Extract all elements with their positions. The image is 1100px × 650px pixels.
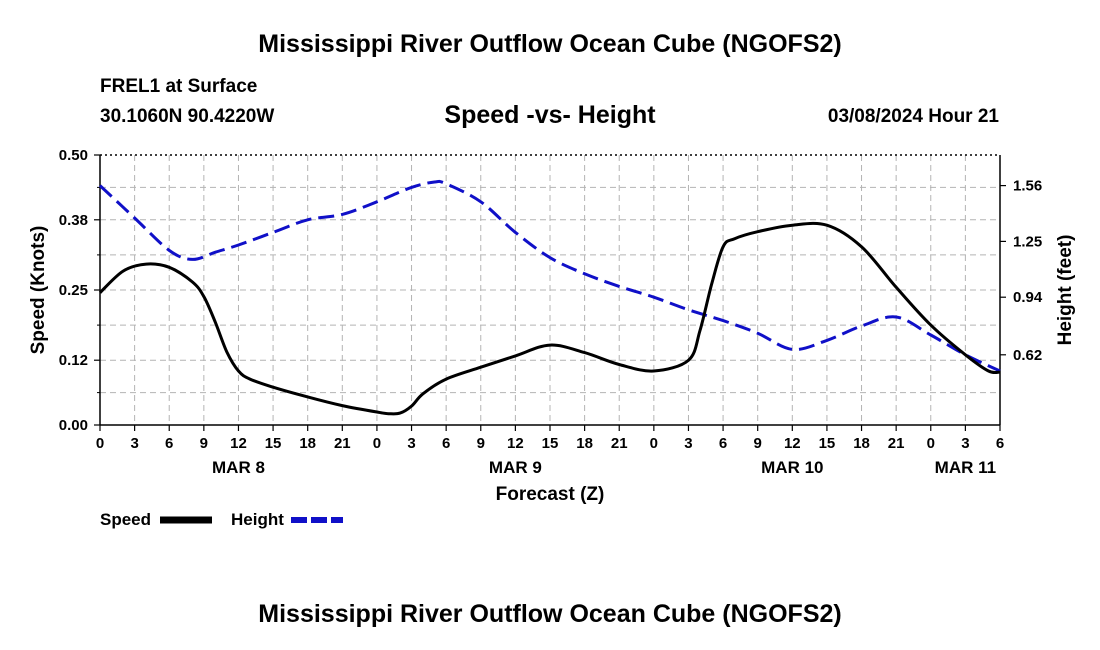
x-tick-label: 21 bbox=[888, 435, 905, 452]
x-tick-label: 18 bbox=[853, 435, 870, 452]
y-tick-label: 0.50 bbox=[59, 147, 88, 164]
series-line-height bbox=[98, 179, 1001, 373]
x-tick-label: 6 bbox=[442, 435, 450, 452]
date-label: MAR 10 bbox=[761, 458, 823, 477]
x-tick-label: 3 bbox=[130, 435, 138, 452]
x-tick-label: 9 bbox=[754, 435, 762, 452]
y2-axis-title: Height (feet) bbox=[1055, 235, 1076, 346]
x-tick-label: 9 bbox=[200, 435, 208, 452]
x-tick-label: 18 bbox=[576, 435, 593, 452]
y2-tick-label: 0.62 bbox=[1013, 347, 1042, 364]
forecast-timestamp: 03/08/2024 Hour 21 bbox=[827, 106, 999, 127]
y2-tick-label: 1.25 bbox=[1013, 233, 1042, 250]
station-label: FREL1 at Surface bbox=[100, 76, 258, 97]
x-tick-label: 0 bbox=[927, 435, 935, 452]
x-tick-label: 15 bbox=[542, 435, 559, 452]
x-tick-label: 9 bbox=[477, 435, 485, 452]
x-tick-label: 0 bbox=[96, 435, 104, 452]
y-tick-label: 0.25 bbox=[59, 282, 88, 299]
chart-title: Mississippi River Outflow Ocean Cube (NG… bbox=[258, 30, 842, 58]
x-tick-label: 12 bbox=[784, 435, 801, 452]
x-tick-label: 21 bbox=[334, 435, 351, 452]
y2-tick-label: 1.56 bbox=[1013, 178, 1042, 195]
x-tick-label: 21 bbox=[611, 435, 628, 452]
x-tick-label: 0 bbox=[373, 435, 381, 452]
y-axis-title: Speed (Knots) bbox=[28, 226, 49, 355]
x-tick-label: 3 bbox=[684, 435, 692, 452]
x-tick-label: 6 bbox=[165, 435, 173, 452]
x-tick-label: 6 bbox=[719, 435, 727, 452]
x-tick-label: 0 bbox=[650, 435, 658, 452]
x-tick-label: 15 bbox=[819, 435, 836, 452]
station-coordinates: 30.1060N 90.4220W bbox=[100, 106, 275, 127]
x-tick-label: 12 bbox=[230, 435, 247, 452]
x-tick-label: 12 bbox=[507, 435, 524, 452]
y2-tick-label: 0.94 bbox=[1013, 289, 1043, 306]
x-tick-label: 18 bbox=[299, 435, 316, 452]
x-axis-title: Forecast (Z) bbox=[496, 484, 605, 505]
x-tick-label: 3 bbox=[407, 435, 415, 452]
legend-label-speed: Speed bbox=[100, 510, 151, 529]
date-label: MAR 8 bbox=[212, 458, 265, 477]
series-line-speed bbox=[98, 221, 1001, 416]
footer-title: Mississippi River Outflow Ocean Cube (NG… bbox=[258, 600, 842, 628]
y-tick-label: 0.12 bbox=[59, 352, 88, 369]
x-tick-label: 15 bbox=[265, 435, 282, 452]
y-tick-label: 0.38 bbox=[59, 212, 88, 229]
date-label: MAR 11 bbox=[935, 458, 996, 477]
y-tick-label: 0.00 bbox=[59, 417, 88, 434]
chart-subtitle: Speed -vs- Height bbox=[444, 101, 656, 129]
date-label: MAR 9 bbox=[489, 458, 542, 477]
legend-label-height: Height bbox=[231, 510, 284, 529]
x-tick-label: 3 bbox=[961, 435, 969, 452]
x-tick-label: 6 bbox=[996, 435, 1004, 452]
